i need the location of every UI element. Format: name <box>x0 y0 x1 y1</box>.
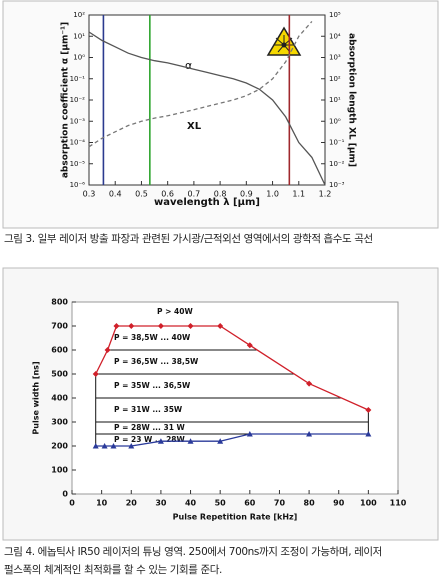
y2-tick-label: 10⁵ <box>329 11 341 19</box>
y-tick-label: 10¹ <box>73 32 85 40</box>
y-tick-label: 100 <box>51 466 68 475</box>
x-tick-label: 0.8 <box>214 190 227 199</box>
region-label: P = 28W ... 31 W <box>114 423 186 432</box>
y2-tick-label: 10⁻² <box>329 160 345 168</box>
x-tick-label: 0.3 <box>83 190 96 199</box>
x-tick-label: 30 <box>155 499 167 508</box>
y-tick-label: 200 <box>51 442 68 451</box>
x-tick-label: 90 <box>333 499 345 508</box>
y-tick-label: 400 <box>51 394 68 403</box>
y-tick-label: 300 <box>51 418 68 427</box>
x-tick-label: 10 <box>96 499 108 508</box>
x-tick-label: 40 <box>185 499 197 508</box>
x-tick-label: 1.2 <box>319 190 332 199</box>
y-tick-label: 700 <box>51 322 68 331</box>
x-tick-label: 60 <box>244 499 256 508</box>
region-label: P = 36,5W ... 38,5W <box>114 357 199 366</box>
annotation: α <box>185 59 192 72</box>
y2-tick-label: 10² <box>329 75 341 83</box>
data-point <box>217 438 224 444</box>
data-point <box>110 443 117 449</box>
caption: 펄스폭의 체계적인 최적화를 할 수 있는 기회를 준다. <box>4 564 222 576</box>
x-axis-label: wavelength λ [μm] <box>154 197 260 208</box>
y-tick-label: 0 <box>62 490 68 499</box>
x-tick-label: 20 <box>126 499 138 508</box>
y-axis-label: absorption coefficient α [μm⁻¹] <box>61 22 71 178</box>
x-tick-label: 70 <box>274 499 286 508</box>
x-tick-label: 0.9 <box>240 190 253 199</box>
region-label: P = 35W ... 36,5W <box>114 381 191 390</box>
y2-tick-label: 10³ <box>329 54 341 62</box>
series-line <box>95 325 369 411</box>
y-tick-label: 10⁻² <box>70 96 86 104</box>
y-tick-label: 500 <box>51 370 68 379</box>
y2-tick-label: 10⁴ <box>329 32 341 40</box>
x-tick-label: 0 <box>69 499 75 508</box>
data-point <box>306 431 313 437</box>
region-label: P = 23 W ... 28W <box>114 435 186 444</box>
data-point <box>246 342 253 349</box>
y2-tick-label: 10¹ <box>329 96 341 104</box>
data-point <box>128 323 135 329</box>
y-tick-label: 10⁻¹ <box>70 75 86 83</box>
data-point <box>187 438 194 444</box>
x-axis-label: Pulse Repetition Rate [kHz] <box>173 513 298 522</box>
region-label: P > 40W <box>157 307 193 316</box>
data-point <box>128 443 135 449</box>
x-tick-label: 80 <box>304 499 316 508</box>
y2-tick-label: 10⁻¹ <box>329 139 345 147</box>
x-tick-label: 0.4 <box>109 190 122 199</box>
x-tick-label: 0.7 <box>188 190 201 199</box>
data-point <box>246 431 253 437</box>
y2-tick-label: 10⁰ <box>329 117 341 125</box>
y2-axis-label: absorption length XL [μm] <box>347 33 357 167</box>
caption: 그림 4. 에놉틱사 IR50 레이저의 튜닝 영역. 250에서 700ns까… <box>4 546 382 558</box>
data-point <box>104 347 111 353</box>
y-tick-label: 10⁻⁶ <box>70 181 86 189</box>
x-tick-label: 0.6 <box>161 190 174 199</box>
x-tick-label: 50 <box>215 499 227 508</box>
data-point <box>113 323 120 329</box>
series-line <box>95 433 369 447</box>
data-point <box>306 380 313 387</box>
caption: 그림 3. 일부 레이저 방출 파장과 관련된 가시광/근적외선 영역에서의 광… <box>4 233 373 245</box>
data-point <box>217 323 224 329</box>
y-tick-label: 600 <box>51 346 68 355</box>
data-point <box>365 431 372 437</box>
y-tick-label: 10² <box>73 11 85 19</box>
x-tick-label: 110 <box>390 499 407 508</box>
x-tick-label: 1.1 <box>292 190 305 199</box>
y-axis-label: Pulse width [ns] <box>32 361 41 434</box>
series-line <box>88 31 326 186</box>
data-point <box>365 407 372 413</box>
y-tick-label: 10⁻⁵ <box>70 160 86 168</box>
annotation: XL <box>187 121 202 132</box>
data-point <box>92 443 99 449</box>
y-tick-label: 10⁰ <box>73 54 85 62</box>
y-tick-label: 10⁻⁴ <box>70 139 86 147</box>
region-label: P = 38,5W ... 40W <box>114 333 191 342</box>
data-point <box>157 438 164 444</box>
y-tick-label: 800 <box>51 298 68 307</box>
x-tick-label: 100 <box>360 499 377 508</box>
data-point <box>101 443 108 449</box>
y-tick-label: 10⁻³ <box>70 117 86 125</box>
data-point <box>92 371 99 377</box>
x-tick-label: 1.0 <box>266 190 279 199</box>
data-point <box>157 323 164 329</box>
data-point <box>187 323 194 329</box>
y2-tick-label: 10⁻³ <box>329 181 345 189</box>
series-line <box>88 20 313 148</box>
region-label: P = 31W ... 35W <box>114 405 183 414</box>
x-tick-label: 0.5 <box>135 190 148 199</box>
